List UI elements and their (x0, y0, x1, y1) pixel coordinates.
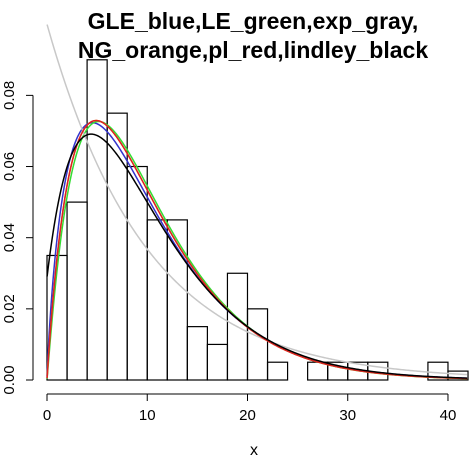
histogram-bar (66, 201, 88, 381)
y-tick-label: 0.02 (1, 294, 18, 323)
y-tick-label: 0.00 (1, 365, 18, 394)
density-curve-gle (46, 121, 468, 379)
density-curve-pl (46, 119, 468, 380)
histogram-bar (86, 59, 108, 381)
histogram-bar (447, 370, 469, 381)
x-axis: 0 10 20 30 40 (43, 393, 457, 424)
density-curve-le (46, 120, 468, 380)
histogram-bar (307, 361, 329, 381)
histogram-bar (106, 112, 128, 381)
density-curve-exp (46, 24, 468, 376)
x-tick-label: 30 (339, 407, 356, 424)
histogram-bar (266, 361, 289, 381)
density-curve-ng (46, 119, 468, 380)
chart-title-line-2: NG_orange,pl_red,lindley_black (78, 37, 428, 63)
x-tick-label: 20 (239, 407, 256, 424)
chart-title-line-1: GLE_blue,LE_green,exp_gray, (88, 8, 419, 34)
histogram-bar (186, 326, 208, 381)
y-tick-label: 0.06 (1, 152, 18, 181)
x-tick-label: 40 (440, 407, 457, 424)
x-tick-label: 10 (139, 407, 156, 424)
histogram-bar (206, 343, 229, 381)
histogram-bars (46, 59, 469, 381)
density-curve-lindley (46, 133, 468, 379)
histogram-bar (146, 219, 168, 381)
y-axis: 0.00 0.02 0.04 0.06 0.08 (1, 81, 34, 395)
y-tick-label: 0.04 (1, 223, 18, 252)
x-tick-label: 0 (43, 407, 51, 424)
x-axis-label: x (250, 442, 258, 459)
histogram-bar (166, 219, 188, 381)
density-curves (46, 24, 468, 380)
y-tick-label: 0.08 (1, 81, 18, 110)
histogram-bar (246, 308, 269, 381)
